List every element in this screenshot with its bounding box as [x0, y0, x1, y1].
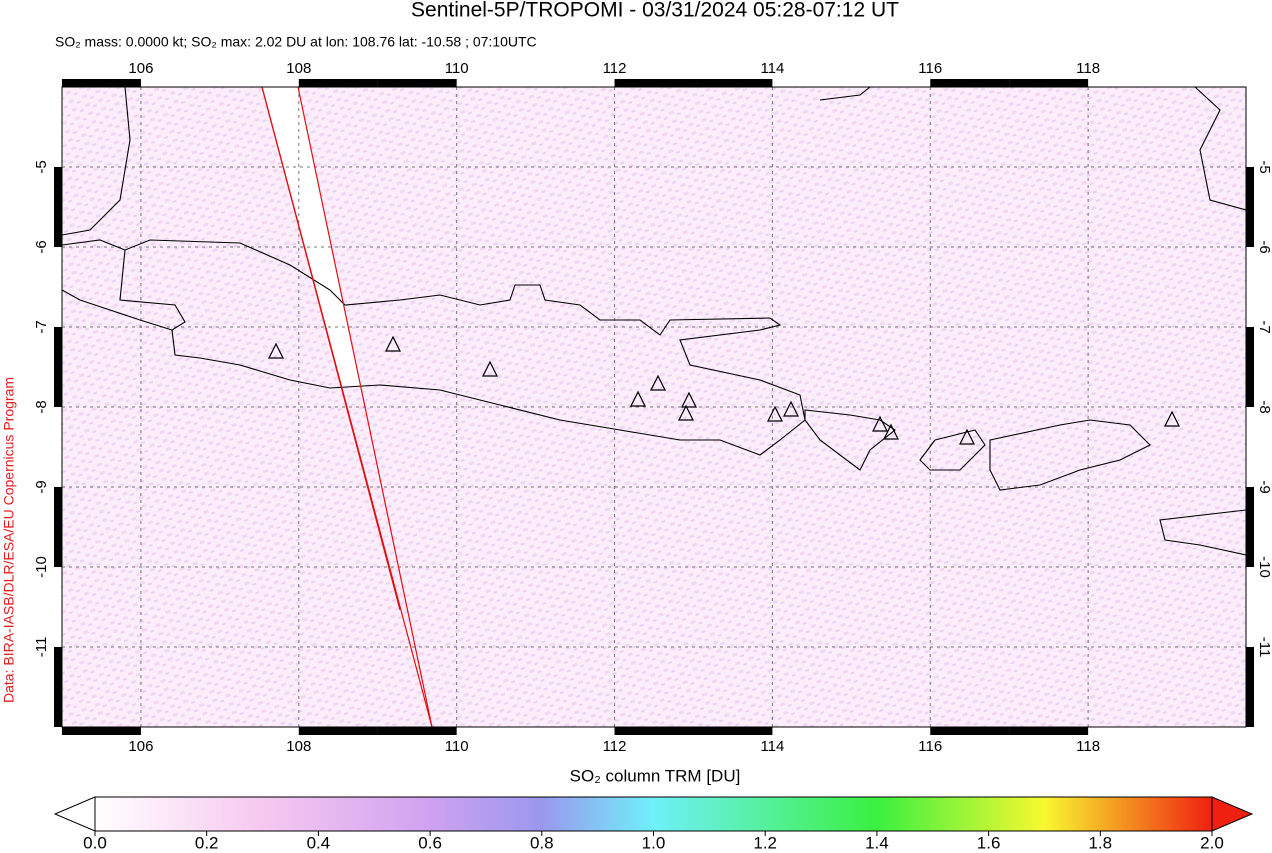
credit: Data: BIRA-IASB/DLR/ESA/EU Copernicus Pr… [1, 377, 17, 703]
x-tick-label: 110 [445, 738, 469, 755]
y-tick-label: -8 [33, 400, 50, 413]
y-tick-label: -6 [33, 240, 50, 253]
y-tick-label: -11 [1256, 637, 1272, 658]
y-tick-bar [1246, 487, 1254, 567]
y-tick-bar [54, 647, 62, 727]
x-tick-label: 110 [445, 60, 469, 77]
y-tick-label: -5 [33, 160, 50, 173]
y-tick-label: -11 [33, 637, 50, 658]
y-tick-label: -9 [1256, 480, 1272, 493]
coastlines [62, 87, 1246, 556]
swath-gap [262, 87, 360, 385]
x-tick-bar [693, 79, 773, 87]
colorbar-tick-label: 1.8 [1088, 833, 1112, 852]
axes: 106 106 108 108 110 110 112 112 114 114 116 116 118 1… [33, 60, 1272, 755]
y-tick-bar [1246, 327, 1254, 407]
colorbar-ramp [94, 796, 1213, 832]
x-tick-label: 112 [603, 738, 627, 755]
x-tick-bar [614, 79, 694, 87]
colorbar-tick-label: 1.6 [977, 833, 1001, 852]
map-area [62, 87, 1246, 727]
x-tick-label: 114 [760, 738, 784, 755]
colorbar-ticks: 0.0 0.2 0.4 0.6 0.8 1.0 1.2 1.4 1.6 1.8 2.0 [83, 831, 1224, 852]
y-tick-bar [54, 487, 62, 567]
x-tick-label: 118 [1076, 738, 1100, 755]
x-tick-label: 106 [128, 60, 153, 77]
x-tick-bar [377, 727, 457, 735]
y-tick-label: -6 [1256, 240, 1272, 253]
subtitle: SO₂ mass: 0.0000 kt; SO₂ max: 2.02 DU at… [55, 34, 537, 50]
x-tick-bar [1009, 79, 1089, 87]
x-tick-label: 106 [128, 738, 153, 755]
x-tick-bar [930, 727, 1010, 735]
colorbar-tick-label: 0.2 [195, 833, 219, 852]
y-tick-bar [1246, 167, 1254, 247]
x-tick-bar [614, 727, 694, 735]
swath-edge [297, 87, 433, 727]
y-tick-label: -10 [1256, 556, 1272, 578]
x-tick-bar [298, 727, 378, 735]
x-tick-label: 108 [286, 738, 311, 755]
x-tick-label: 112 [603, 60, 627, 77]
y-tick-bar [54, 167, 62, 247]
x-tick-label: 116 [918, 738, 942, 755]
x-tick-label: 108 [286, 60, 311, 77]
colorbar-tick-label: 2.0 [1200, 833, 1224, 852]
x-tick-bar [1009, 727, 1089, 735]
colorbar-tick-label: 1.2 [753, 833, 777, 852]
y-tick-label: -8 [1256, 400, 1272, 413]
volcanoes [268, 335, 1180, 445]
colorbar-low-arrow [53, 796, 96, 832]
colorbar-tick-label: 0.8 [530, 833, 554, 852]
colorbar-high-arrow [1211, 796, 1254, 832]
grid [62, 87, 1246, 727]
y-tick-bar [1246, 647, 1254, 727]
title: Sentinel-5P/TROPOMI - 03/31/2024 05:28-0… [411, 0, 899, 22]
colorbar-tick-label: 0.6 [418, 833, 442, 852]
x-tick-bar [930, 79, 1010, 87]
y-tick-bar [54, 327, 62, 407]
x-tick-label: 116 [918, 60, 942, 77]
y-tick-label: -10 [33, 556, 50, 578]
y-tick-label: -9 [33, 480, 50, 493]
x-tick-label: 114 [760, 60, 784, 77]
x-tick-bar [61, 727, 141, 735]
x-tick-bar [693, 727, 773, 735]
colorbar-label: SO₂ column TRM [DU] [570, 766, 741, 785]
y-tick-label: -7 [33, 320, 50, 333]
x-tick-label: 118 [1076, 60, 1100, 77]
colorbar-tick-label: 1.4 [865, 833, 889, 852]
y-tick-label: -7 [1256, 320, 1272, 333]
y-tick-label: -5 [1256, 160, 1272, 173]
x-tick-bar [61, 79, 141, 87]
colorbar-tick-label: 0.4 [307, 833, 331, 852]
colorbar-tick-label: 1.0 [642, 833, 666, 852]
x-tick-bar [298, 79, 378, 87]
colorbar-tick-label: 0.0 [83, 833, 107, 852]
swath-edge [261, 87, 433, 727]
colorbar [53, 796, 1254, 832]
x-tick-bar [377, 79, 457, 87]
